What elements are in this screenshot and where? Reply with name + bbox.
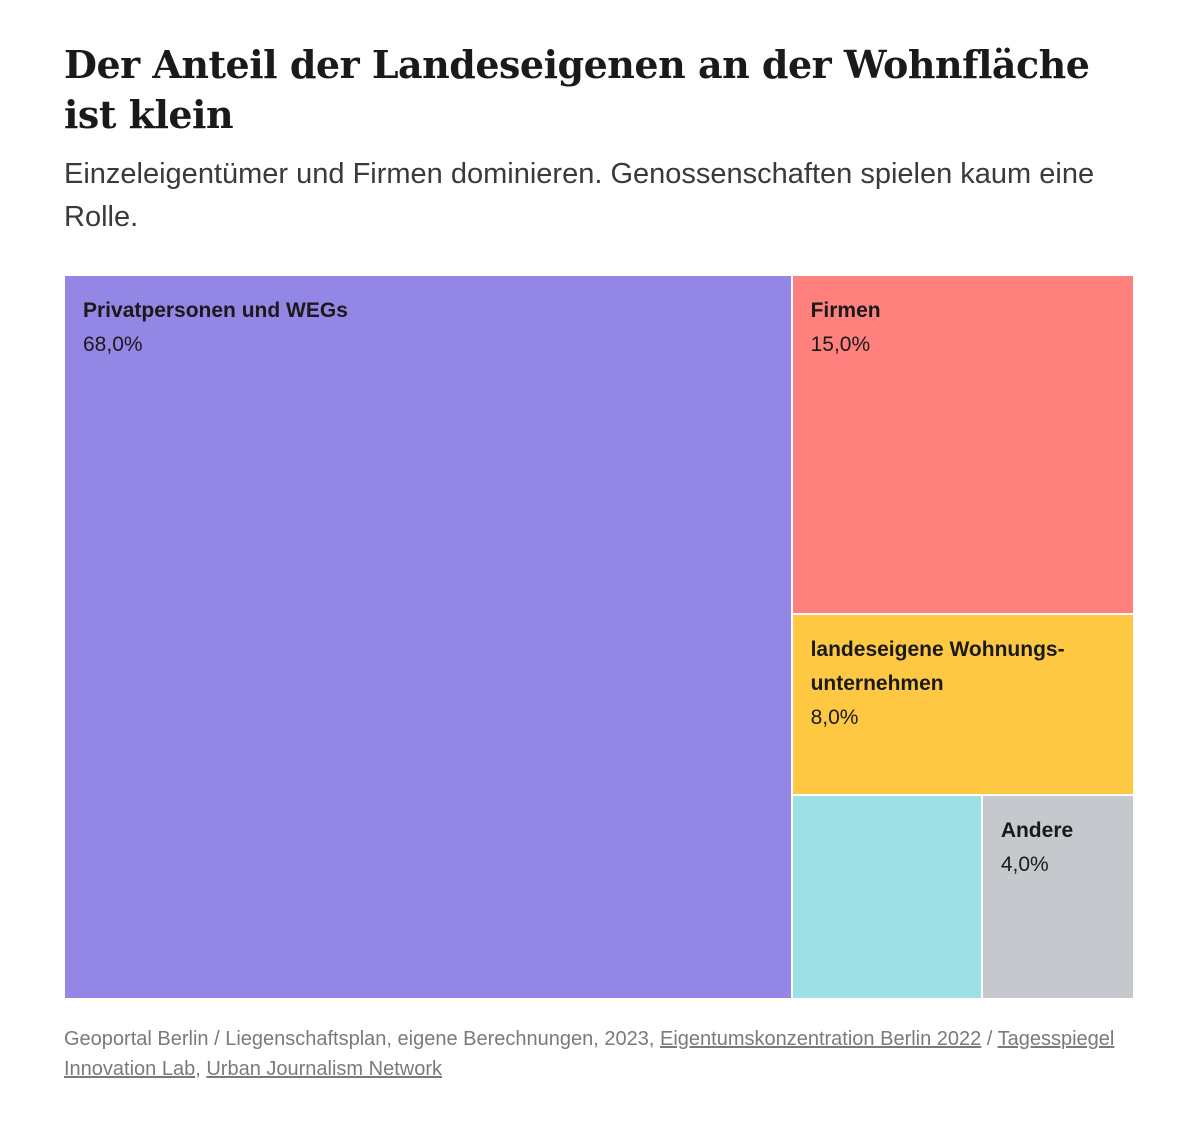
source-link-urban-journalism[interactable]: Urban Journalism Network <box>206 1058 442 1080</box>
tile-label: Andere <box>1000 819 1074 843</box>
treemap-tile-landeseigene-wohnungs-unternehmen: landeseigene Wohnungs-unternehmen 8,0% <box>791 614 1134 796</box>
source-link-eigentumskonzentration[interactable]: Eigentumskonzentration Berlin 2022 <box>659 1028 982 1050</box>
source-text: Geoportal Berlin / Liegenschaftsplan, ei… <box>64 1028 660 1050</box>
tile-value: 68,0% <box>83 333 143 356</box>
tile-label: landeseigene Wohnungs-unternehmen <box>810 638 1065 696</box>
tile-label: Firmen <box>810 299 881 322</box>
treemap-tile-unlabeled <box>791 795 982 999</box>
tile-value: 8,0% <box>810 706 859 730</box>
chart-subtitle: Einzeleigentümer und Firmen dominieren. … <box>64 158 1095 233</box>
source-link-innovation-lab[interactable]: Tagesspiegel Innovation Lab <box>64 1028 1115 1080</box>
source-separator: , <box>195 1058 207 1080</box>
tile-value: 4,0% <box>1000 853 1049 877</box>
tile-value: 15,0% <box>810 333 871 356</box>
treemap-tile-privatpersonen-und-wegs: Privatpersonen und WEGs 68,0% <box>64 275 792 999</box>
source-separator: / <box>981 1028 998 1050</box>
treemap-tile-andere: Andere 4,0% <box>981 795 1134 999</box>
chart-title: Der Anteil der Landeseigenen an der Wohn… <box>64 42 1090 137</box>
source-note: Geoportal Berlin / Liegenschaftsplan, ei… <box>64 1024 1144 1084</box>
tile-label: Privatpersonen und WEGs <box>83 299 348 322</box>
treemap-chart: Privatpersonen und WEGs 68,0% Firmen 15,0% l… <box>64 275 1134 999</box>
treemap-tile-firmen: Firmen 15,0% <box>791 275 1134 615</box>
